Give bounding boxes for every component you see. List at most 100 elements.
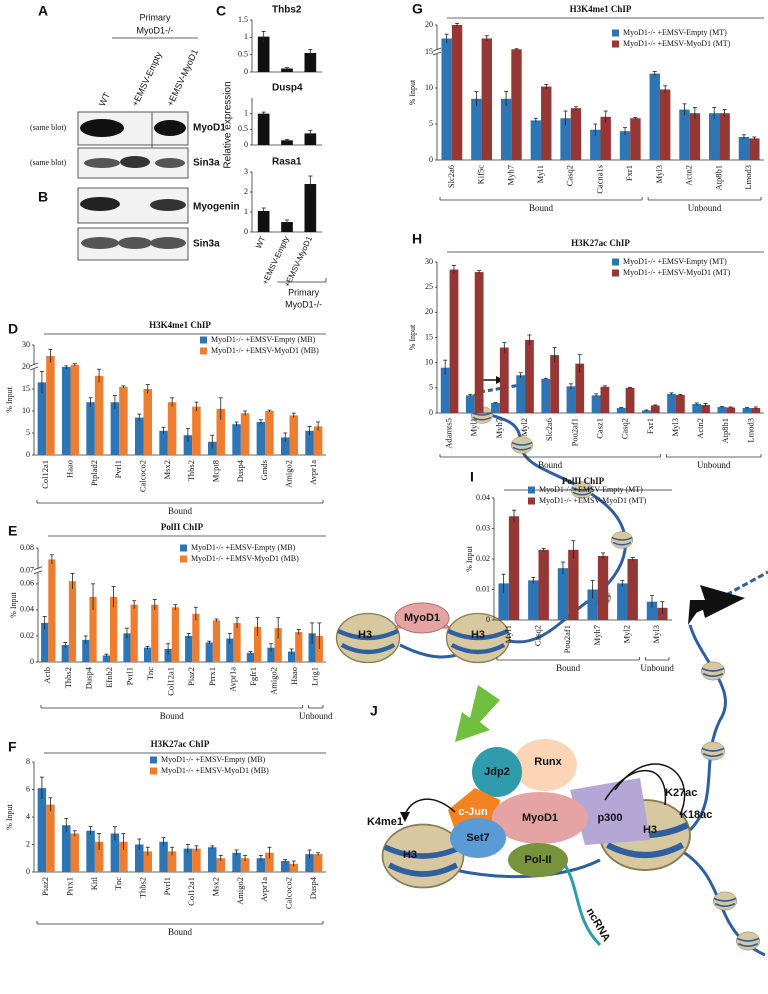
x-tick-label: Piaz2 [40, 877, 50, 896]
x-tick-label: Pvrl1 [162, 877, 172, 895]
group-label: Bound [538, 460, 563, 470]
x-tick-label: Msx2 [162, 460, 172, 479]
diagram-label: ncRNA [584, 906, 613, 944]
x-tick-label: Slc2a6 [446, 165, 456, 188]
bar [159, 430, 168, 455]
small-nucleosome [700, 661, 726, 681]
y-tick-label: 5 [429, 119, 433, 128]
panel-letter: I [470, 469, 474, 485]
x-tick-label: Adamts5 [444, 418, 454, 449]
legend-swatch [612, 269, 619, 277]
x-tick-label: Amigo2 [269, 667, 279, 695]
lane-label: WT [97, 90, 112, 107]
bar [37, 788, 47, 872]
bar [441, 38, 452, 160]
blot-label: Sin3a [193, 158, 220, 169]
y-tick-label: 0 [244, 227, 248, 236]
diagram-label: H3 [358, 629, 372, 641]
band [120, 156, 150, 168]
bar [692, 403, 702, 413]
y-tick-label: 0.04 [476, 493, 490, 502]
diagram-label: K18ac [680, 809, 712, 821]
x-tick-label: Actn2 [684, 165, 694, 186]
x-tick-label: Myl1 [469, 418, 479, 436]
bar [205, 642, 213, 662]
ncrna-strand [563, 864, 602, 947]
bar [110, 833, 120, 872]
x-tick-label: Amigo2 [235, 877, 245, 905]
group-label: Bound [529, 203, 554, 213]
bar [94, 841, 104, 872]
bar [498, 583, 509, 620]
x-tick-label: Pvrl1 [125, 667, 135, 685]
bar [751, 407, 761, 413]
axis-break [432, 47, 442, 52]
bar [313, 426, 323, 455]
y-axis-label: % Input [408, 79, 417, 105]
bar [305, 430, 314, 455]
y-tick-label: 0 [486, 615, 490, 624]
bar [675, 394, 685, 413]
bar [701, 404, 710, 413]
x-tick-label: Actb [42, 667, 52, 684]
legend-swatch [200, 336, 207, 344]
y-tick-label: 15 [425, 332, 433, 341]
small-nucleosome [610, 530, 634, 550]
x-tick-label: Col12a1 [40, 460, 50, 489]
x-tick-label: Lmod3 [745, 418, 755, 443]
bar [226, 638, 234, 662]
bar [500, 98, 512, 160]
x-tick-label: Haao [289, 667, 299, 685]
subplot-title: Dusp4 [272, 83, 303, 94]
legend-label: MyoD1-/- +EMSV-MyoD1 (MB) [211, 346, 319, 355]
bar [474, 272, 484, 413]
y-tick-label: 1 [244, 207, 248, 216]
bar [281, 222, 293, 232]
x-tick-label: Cacna1s [594, 165, 604, 194]
bar [46, 804, 55, 872]
myod1 [492, 792, 588, 844]
y-tick-label: 0.5 [238, 124, 248, 133]
bar [550, 355, 559, 413]
y-tick-label: 5 [26, 428, 30, 437]
bar [37, 382, 47, 455]
group-label: Unbound [697, 460, 731, 470]
bar [130, 604, 138, 662]
bar [560, 118, 571, 160]
x-tick-label: Actn2 [695, 418, 705, 439]
legend-label: MyoD1-/- +EMSV-Empty (MB) [161, 755, 266, 764]
y-tick-label: 0.03 [476, 523, 490, 532]
group-label: Bound [168, 506, 193, 516]
x-tick-label: Myh7 [494, 418, 504, 438]
x-tick-label: Casq2 [565, 165, 575, 186]
y-tick-label: 0.04 [20, 605, 34, 614]
y-tick-label: 4 [26, 812, 30, 821]
bar [274, 628, 282, 662]
bar [646, 601, 658, 620]
axis-break [33, 566, 43, 571]
legend-swatch [612, 258, 619, 266]
diagram-label: Pol-II [525, 854, 552, 866]
bar [749, 138, 760, 160]
bar [287, 651, 296, 662]
bar [305, 854, 314, 872]
band [118, 237, 152, 249]
x-tick-label: Thbs2 [137, 877, 147, 898]
x-tick-label: Lmod3 [743, 165, 753, 190]
x-tick-label: Calcoco2 [137, 460, 147, 492]
legend-swatch [528, 497, 535, 505]
axis-break [29, 362, 39, 367]
bar [590, 129, 601, 160]
panel-letter: F [8, 739, 17, 755]
bar [61, 825, 71, 872]
mod-arrow [404, 798, 456, 816]
x-tick-label: Myl2 [519, 418, 529, 436]
x-tick-label: Myh7 [505, 165, 515, 185]
group-label: Bound [168, 927, 193, 937]
bar [216, 408, 226, 455]
panel-a: A Primary MyoD1-/- WT +EMSV-Empty +EMSV-… [30, 3, 226, 179]
bar [281, 68, 293, 72]
legend-swatch [180, 555, 187, 563]
blot-note: (same blot) [30, 123, 67, 132]
